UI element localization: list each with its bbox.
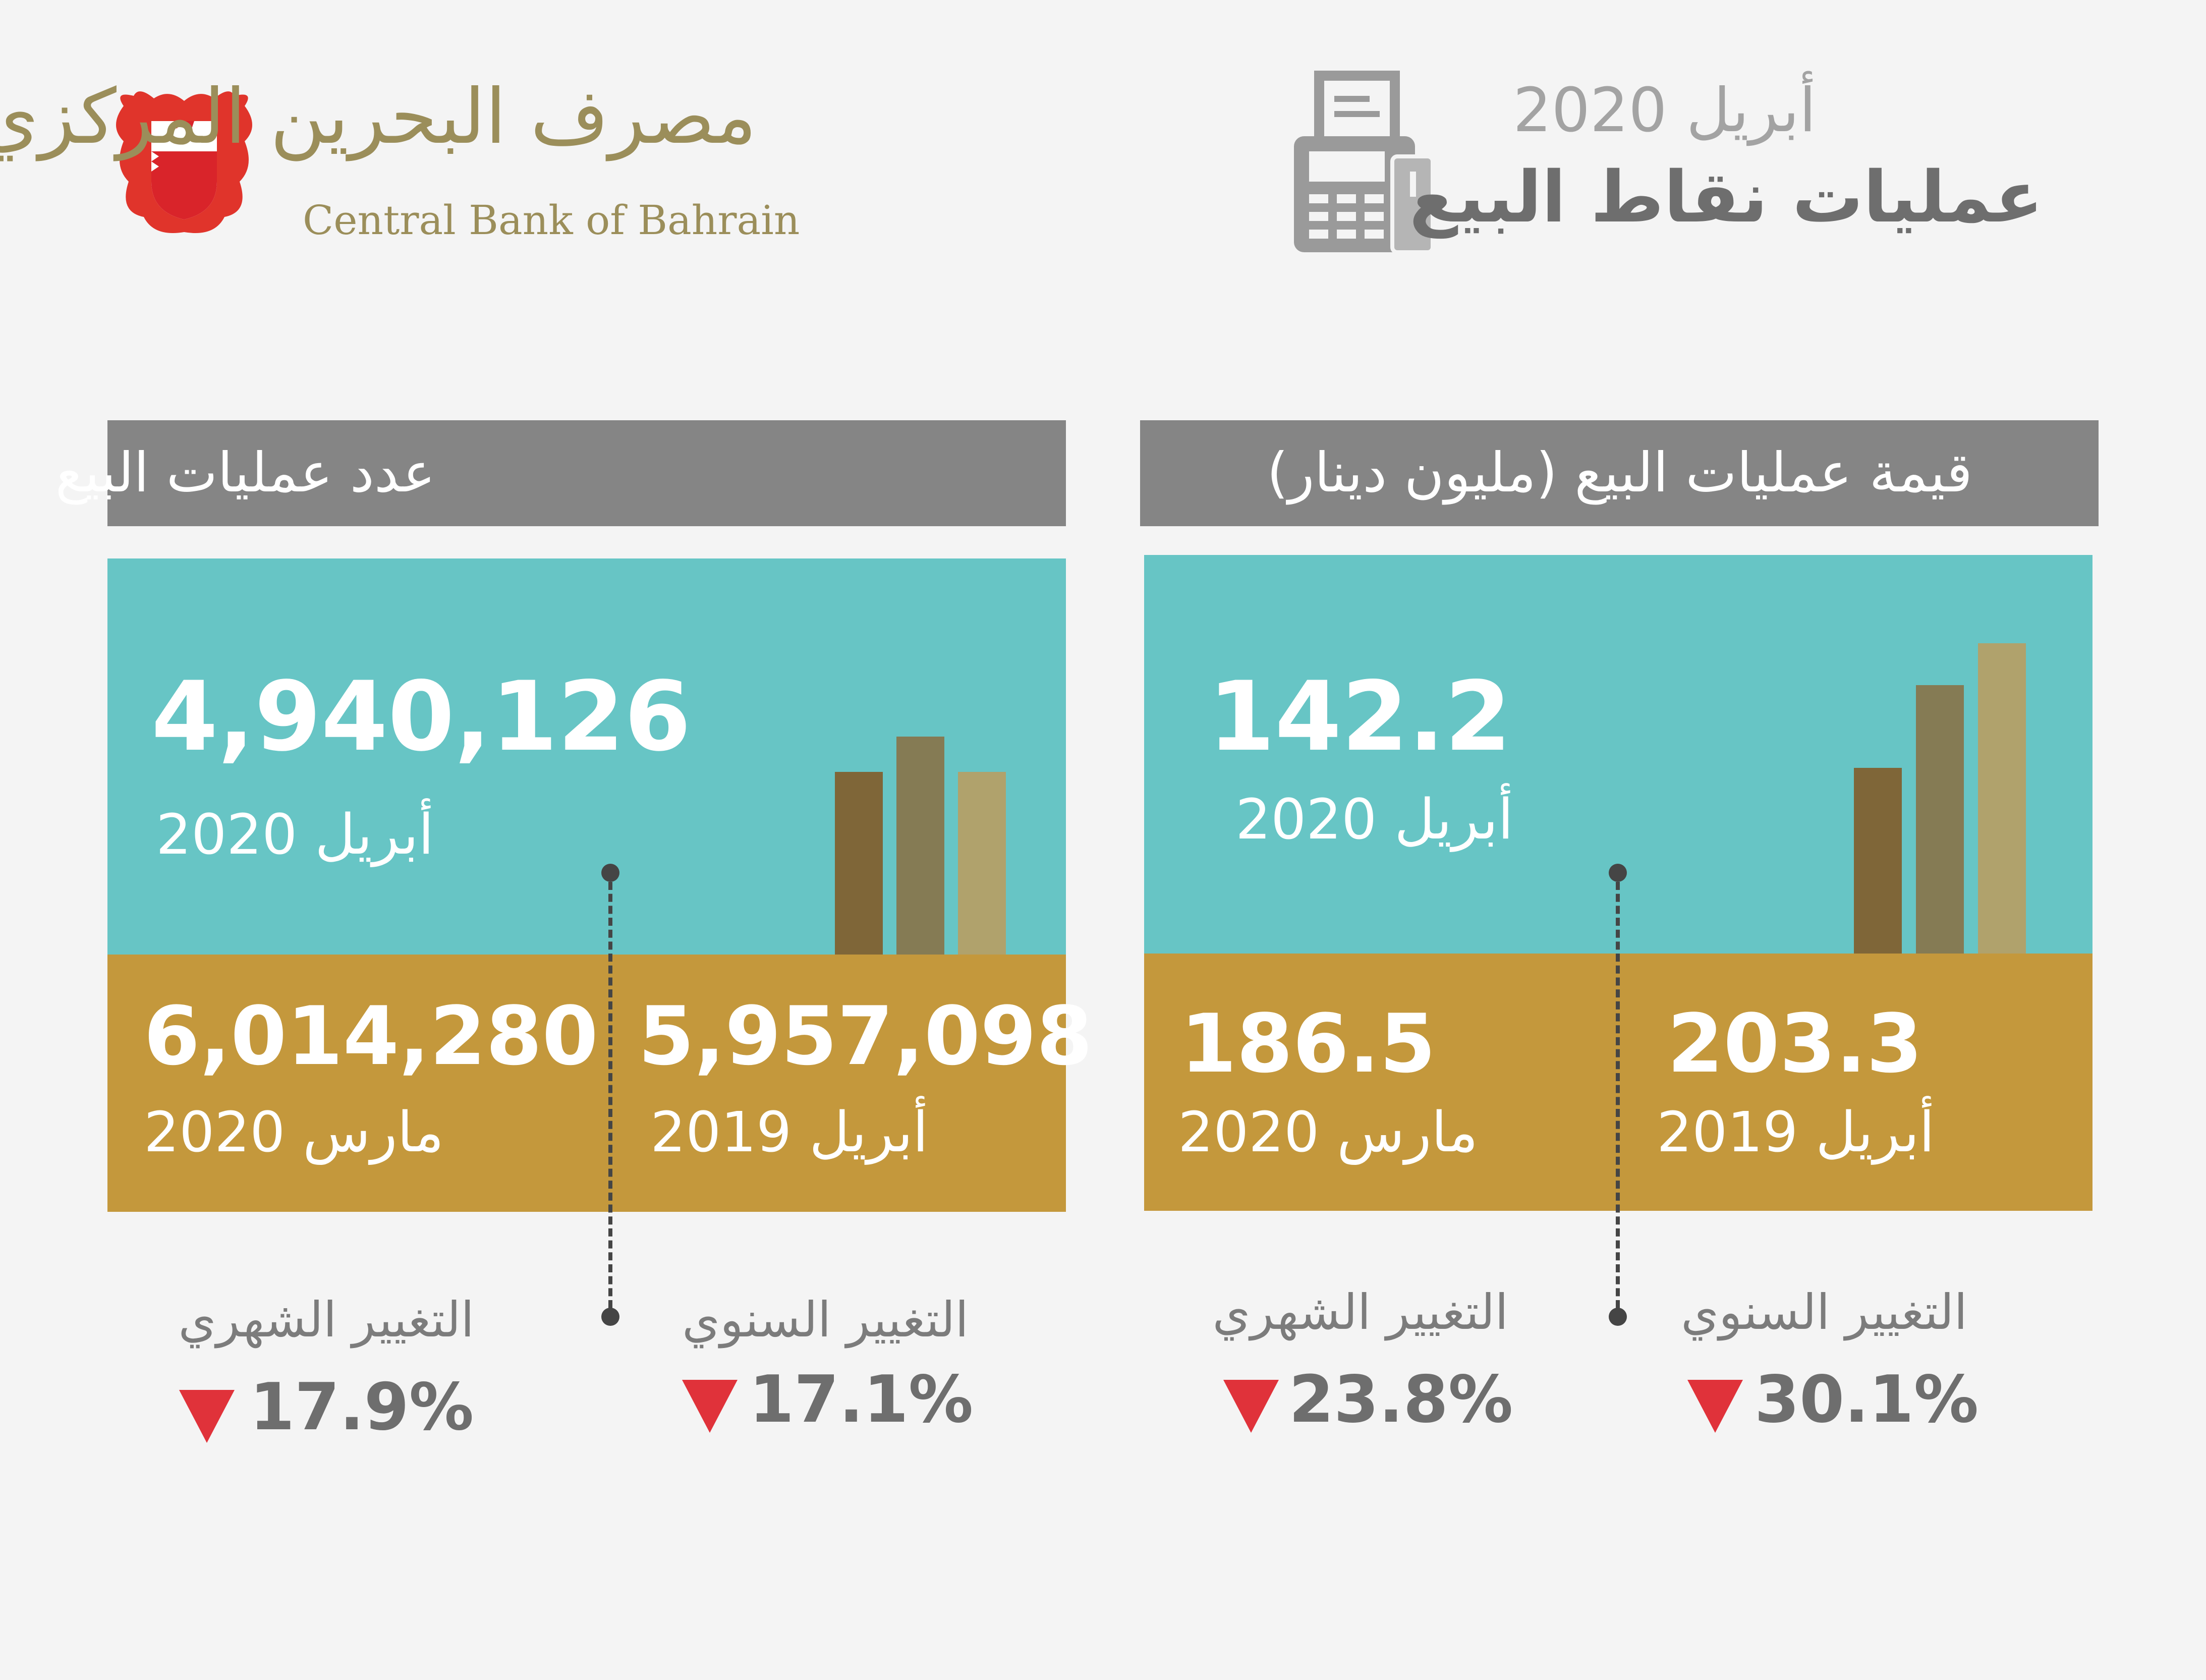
count-bars [835, 732, 1011, 955]
count-current-label: أبريل 2020 [156, 802, 434, 867]
value-prev-year-value: 203.3 [1667, 996, 1923, 1091]
value-current-value: 142.2 [1208, 661, 1511, 772]
count-section-title: عدد عمليات البيع [55, 420, 1066, 526]
count-bar-march-2020 [896, 737, 944, 955]
count-prev-month-label: مارس 2020 [144, 1100, 444, 1164]
value-bar-april-2019 [1978, 643, 2026, 954]
bank-name-english: Central Bank of Bahrain [303, 197, 800, 244]
count-bar-april-2019 [835, 772, 883, 955]
value-connector-dot-bottom [1609, 1308, 1627, 1326]
value-current-label: أبريل 2020 [1235, 787, 1513, 852]
count-monthly-change-value: 17.9% [250, 1370, 474, 1445]
count-connector-line [608, 882, 612, 1308]
count-connector-dot-top [601, 864, 619, 882]
count-prev-year-label: أبريل 2019 [650, 1100, 928, 1164]
value-yearly-change-value: 30.1% [1755, 1362, 1979, 1437]
count-connector-dot-bottom [601, 1308, 619, 1326]
value-prev-month-label: مارس 2020 [1178, 1100, 1478, 1164]
count-current-value: 4,940,126 [151, 661, 691, 772]
value-prev-year-label: أبريل 2019 [1657, 1100, 1935, 1164]
pos-terminal-icon [1266, 61, 1463, 257]
bank-name-arabic: مصرف البحرين المركزي [0, 73, 757, 161]
value-section-title: قيمة عمليات البيع (مليون دينار) [1140, 420, 2099, 526]
count-yearly-change-label: التغيير السنوي [682, 1292, 969, 1348]
value-bar-march-2020 [1916, 685, 1964, 954]
count-monthly-change-label: التغيير الشهري [178, 1292, 474, 1348]
count-monthly-down-icon [179, 1390, 235, 1443]
value-yearly-change-label: التغيير السنوي [1681, 1284, 1967, 1340]
value-prev-month-value: 186.5 [1180, 996, 1436, 1091]
value-bars [1854, 641, 2026, 954]
count-yearly-down-icon [682, 1380, 738, 1433]
value-bar-april-2020 [1854, 768, 1902, 954]
value-monthly-down-icon [1223, 1380, 1279, 1433]
value-yearly-down-icon [1687, 1380, 1743, 1433]
count-prev-month-value: 6,014,280 [144, 989, 598, 1083]
report-date: أبريل 2020 [1513, 76, 1816, 146]
count-comparison-panel [107, 955, 1066, 1212]
count-yearly-change-value: 17.1% [749, 1362, 974, 1437]
bahrain-emblem-icon [103, 86, 265, 242]
count-bar-april-2020 [958, 772, 1006, 955]
value-monthly-change-value: 23.8% [1289, 1362, 1513, 1437]
page-title: عمليات نقاط البيع [1409, 156, 2043, 239]
value-connector-dot-top [1609, 864, 1627, 882]
value-connector-line [1616, 882, 1620, 1308]
value-monthly-change-label: التغيير الشهري [1212, 1284, 1508, 1340]
count-prev-year-value: 5,957,098 [638, 989, 1093, 1083]
